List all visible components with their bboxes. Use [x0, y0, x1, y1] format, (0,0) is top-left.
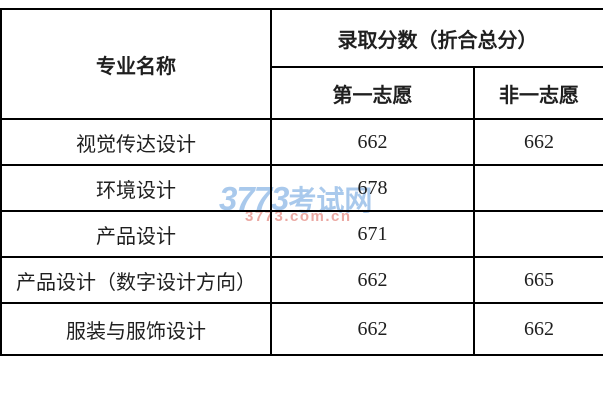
header-row-1: 专业名称 录取分数（折合总分）	[0, 8, 603, 120]
table-row: 视觉传达设计 662 662	[0, 118, 603, 166]
cell-non-first-choice: 662	[473, 118, 603, 166]
cell-major: 服装与服饰设计	[0, 302, 272, 356]
cell-non-first-choice	[473, 164, 603, 212]
header-first-choice: 第一志愿	[270, 66, 475, 120]
cell-major: 产品设计（数字设计方向）	[0, 256, 272, 304]
admission-score-table: 专业名称 录取分数（折合总分） 第一志愿 非一志愿 视觉传达设计 662 662…	[0, 8, 603, 356]
cell-major: 产品设计	[0, 210, 272, 258]
cell-non-first-choice: 665	[473, 256, 603, 304]
table-row: 服装与服饰设计 662 662	[0, 302, 603, 356]
cell-non-first-choice	[473, 210, 603, 258]
cell-first-choice: 662	[270, 302, 475, 356]
cell-first-choice: 671	[270, 210, 475, 258]
cell-first-choice: 662	[270, 256, 475, 304]
header-major: 专业名称	[0, 8, 272, 120]
table-row: 产品设计 671	[0, 210, 603, 258]
cell-first-choice: 662	[270, 118, 475, 166]
cell-major: 环境设计	[0, 164, 272, 212]
table-row: 产品设计（数字设计方向） 662 665	[0, 256, 603, 304]
cell-major: 视觉传达设计	[0, 118, 272, 166]
cell-first-choice: 678	[270, 164, 475, 212]
header-row-2: 第一志愿 非一志愿	[1, 66, 603, 120]
table-row: 环境设计 678	[0, 164, 603, 212]
header-score-group: 录取分数（折合总分）	[270, 8, 603, 68]
cell-non-first-choice: 662	[473, 302, 603, 356]
header-non-first-choice: 非一志愿	[473, 66, 603, 120]
